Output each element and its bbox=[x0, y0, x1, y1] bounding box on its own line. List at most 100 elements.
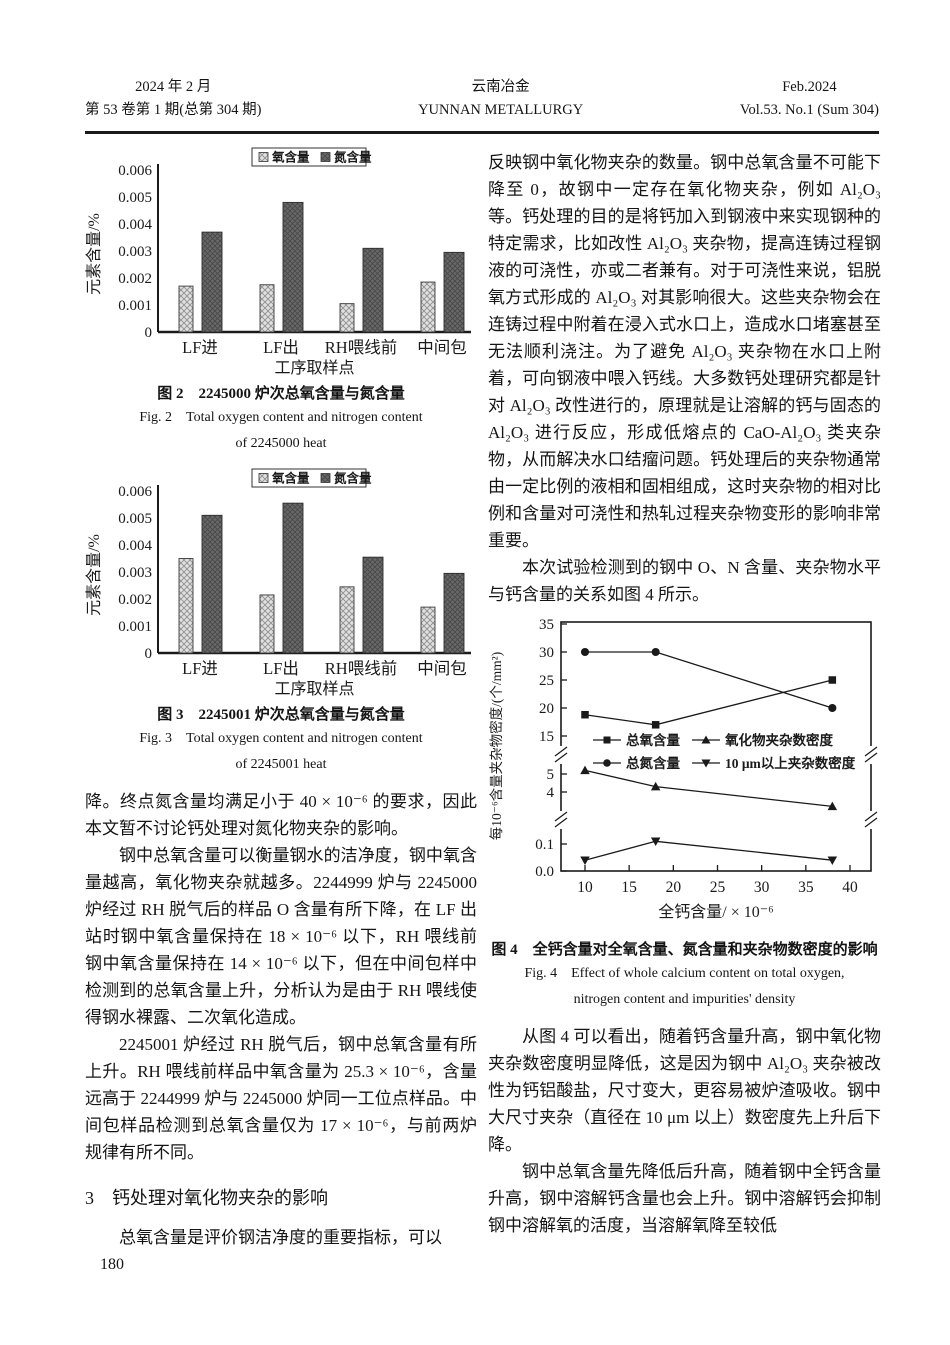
svg-text:氮含量: 氮含量 bbox=[334, 471, 372, 486]
figure4-caption-en1: Fig. 4 Effect of whole calcium content o… bbox=[524, 966, 845, 981]
paragraph: 本次试验检测到的钢中 O、N 含量、夹杂物水平与钙含量的关系如图 4 所示。 bbox=[488, 558, 881, 604]
oxygen-bar bbox=[420, 281, 436, 333]
svg-text:RH喂线前: RH喂线前 bbox=[325, 659, 397, 678]
svg-text:每10⁻⁶含量夹杂物密度/(个/mm²): 每10⁻⁶含量夹杂物密度/(个/mm²) bbox=[488, 652, 504, 840]
oxygen-bar bbox=[339, 303, 355, 333]
svg-text:0.001: 0.001 bbox=[118, 298, 152, 314]
header-volume-en: Vol.53. No.1 (Sum 304) bbox=[739, 102, 879, 118]
svg-text:元素含量/%: 元素含量/% bbox=[85, 534, 103, 616]
svg-text:全钙含量/ × 10⁻⁶: 全钙含量/ × 10⁻⁶ bbox=[658, 903, 774, 921]
svg-text:10: 10 bbox=[577, 879, 593, 896]
section-heading: 3 钙处理对氧化物夹杂的影响 bbox=[85, 1188, 328, 1208]
header-issue-en: Feb.2024 Vol.53. No.1 (Sum 304) bbox=[740, 76, 879, 122]
bar-chart-body: 0 0.001 0.002 0.003 0.004 0.005 0.006 LF进 LF出 RH喂… bbox=[85, 468, 471, 697]
figure3-caption-en1: Fig. 3 Total oxygen content and nitrogen… bbox=[139, 731, 423, 746]
figure2-bar-chart: 0 0.001 0.002 0.003 0.004 0.005 0.006 LF进 LF出 RH喂… bbox=[85, 147, 471, 376]
nitrogen-bar bbox=[201, 514, 223, 654]
series-circle bbox=[580, 647, 837, 713]
svg-text:35: 35 bbox=[798, 879, 814, 896]
svg-text:0.006: 0.006 bbox=[118, 484, 152, 500]
svg-text:0.004: 0.004 bbox=[118, 217, 152, 233]
svg-text:30: 30 bbox=[539, 645, 554, 661]
oxygen-bar bbox=[420, 606, 436, 654]
svg-text:0.004: 0.004 bbox=[118, 538, 152, 554]
bar-series bbox=[178, 502, 465, 654]
figure3-bar-chart: 0 0.001 0.002 0.003 0.004 0.005 0.006 LF进 LF出 RH喂… bbox=[85, 468, 471, 697]
paragraph: 总氧含量是评价钢洁净度的重要指标，可以 bbox=[119, 1228, 442, 1247]
svg-text:工序取样点: 工序取样点 bbox=[274, 359, 354, 376]
svg-text:0.1: 0.1 bbox=[535, 837, 554, 853]
svg-text:20: 20 bbox=[539, 701, 554, 717]
svg-text:氧含量: 氧含量 bbox=[271, 150, 310, 165]
header-volume-cn: 第 53 卷第 1 期(总第 304 期) bbox=[85, 102, 262, 118]
nitrogen-bar bbox=[362, 556, 384, 654]
oxygen-bar bbox=[178, 558, 194, 654]
chart-legend: 氧含量 氮含量 bbox=[251, 147, 372, 167]
svg-text:15: 15 bbox=[539, 729, 554, 745]
paragraph: 钢中总氧含量可以衡量钢水的洁净度，钢中氧含量越高，氧化物夹杂就越多。224499… bbox=[85, 846, 477, 1027]
svg-text:5: 5 bbox=[547, 767, 555, 783]
header-date-en: Feb.2024 bbox=[782, 79, 837, 95]
paragraph: 2245001 炉经过 RH 脱气后，钢中总氧含量有所上升。RH 喂线前样品中氧… bbox=[85, 1035, 477, 1162]
oxygen-bar bbox=[259, 594, 275, 654]
svg-text:10 μm以上夹杂数密度: 10 μm以上夹杂数密度 bbox=[725, 755, 856, 771]
svg-text:25: 25 bbox=[710, 879, 726, 896]
svg-text:LF出: LF出 bbox=[263, 338, 299, 357]
figure4-line-chart: 0.0 0.1 4 5 15 20 25 30 35 10 15 20 25 30 35 40 总氧含量 氧化物夹… bbox=[488, 617, 878, 921]
nitrogen-bar bbox=[282, 502, 304, 654]
nitrogen-bar bbox=[282, 201, 304, 333]
svg-text:0.005: 0.005 bbox=[118, 511, 152, 527]
paragraph: 反映钢中氧化物夹杂的数量。钢中总氧含量不可能下降至 0，故钢中一定存在氧化物夹杂… bbox=[488, 153, 881, 550]
svg-text:40: 40 bbox=[842, 879, 858, 896]
svg-text:中间包: 中间包 bbox=[417, 338, 467, 357]
svg-text:LF进: LF进 bbox=[182, 659, 218, 678]
svg-text:LF进: LF进 bbox=[182, 338, 218, 357]
svg-text:中间包: 中间包 bbox=[417, 659, 467, 678]
oxygen-bar bbox=[339, 586, 355, 654]
svg-text:0.003: 0.003 bbox=[118, 244, 152, 260]
svg-text:氮含量: 氮含量 bbox=[334, 150, 372, 165]
figure2-block: 0 0.001 0.002 0.003 0.004 0.005 0.006 LF进 LF出 RH喂… bbox=[85, 146, 477, 457]
paragraph: 从图 4 可以看出，随着钙含量升高，钢中氧化物夹杂数密度明显降低，这是因为钢中 … bbox=[488, 1027, 881, 1154]
svg-text:RH喂线前: RH喂线前 bbox=[325, 338, 397, 357]
header-date-cn: 2024 年 2 月 bbox=[135, 79, 212, 95]
svg-text:30: 30 bbox=[754, 879, 770, 896]
svg-text:0.001: 0.001 bbox=[118, 619, 152, 635]
svg-text:元素含量/%: 元素含量/% bbox=[85, 213, 103, 295]
nitrogen-bar bbox=[362, 247, 384, 333]
page-content: 0 0.001 0.002 0.003 0.004 0.005 0.006 LF进 LF出 RH喂… bbox=[85, 146, 881, 1251]
oxygen-bar bbox=[259, 284, 275, 333]
paragraph: 钢中总氧含量先降低后升高，随着钢中全钙含量升高，钢中溶解钙含量也会上升。钢中溶解… bbox=[488, 1162, 881, 1235]
svg-text:氧含量: 氧含量 bbox=[271, 471, 310, 486]
svg-text:0: 0 bbox=[145, 646, 153, 662]
svg-text:总氧含量: 总氧含量 bbox=[626, 732, 680, 748]
svg-text:0: 0 bbox=[145, 325, 153, 341]
header-issue-cn: 2024 年 2 月 第 53 卷第 1 期(总第 304 期) bbox=[85, 76, 261, 122]
figure4-block: 0.0 0.1 4 5 15 20 25 30 35 10 15 20 25 30 35 40 总氧含量 氧化物夹… bbox=[488, 614, 881, 1013]
header-journal-title: 云南冶金 YUNNAN METALLURGY bbox=[418, 76, 583, 122]
left-column: 0 0.001 0.002 0.003 0.004 0.005 0.006 LF进 LF出 RH喂… bbox=[85, 146, 477, 1251]
svg-text:15: 15 bbox=[621, 879, 637, 896]
nitrogen-bar bbox=[443, 251, 465, 333]
figure3-block: 0 0.001 0.002 0.003 0.004 0.005 0.006 LF进 LF出 RH喂… bbox=[85, 467, 477, 778]
journal-title-cn: 云南冶金 bbox=[471, 79, 530, 95]
svg-text:35: 35 bbox=[539, 617, 554, 633]
svg-text:25: 25 bbox=[539, 673, 554, 689]
svg-text:4: 4 bbox=[547, 785, 555, 801]
journal-title-en: YUNNAN METALLURGY bbox=[418, 102, 584, 118]
series-square bbox=[581, 676, 837, 729]
chart-legend: 氧含量 氮含量 bbox=[251, 468, 372, 488]
right-column: 反映钢中氧化物夹杂的数量。钢中总氧含量不可能下降至 0，故钢中一定存在氧化物夹杂… bbox=[488, 146, 881, 1251]
series-triangle-down bbox=[580, 837, 838, 865]
svg-text:0.006: 0.006 bbox=[118, 163, 152, 179]
svg-text:20: 20 bbox=[666, 879, 682, 896]
figure2-caption-en2: of 2245000 heat bbox=[235, 436, 327, 451]
figure3-caption-en2: of 2245001 heat bbox=[235, 757, 327, 772]
svg-text:0.002: 0.002 bbox=[118, 592, 152, 608]
svg-text:总氮含量: 总氮含量 bbox=[626, 755, 680, 771]
figure2-caption-en1: Fig. 2 Total oxygen content and nitrogen… bbox=[139, 410, 423, 425]
svg-text:工序取样点: 工序取样点 bbox=[274, 680, 354, 697]
figure3-caption-cn: 图 3 2245001 炉次总氧含量与氮含量 bbox=[157, 707, 405, 723]
